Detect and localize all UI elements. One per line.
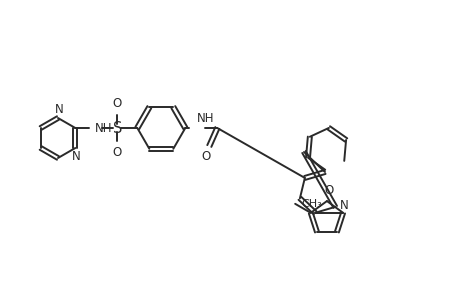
- Text: O: O: [324, 184, 333, 197]
- Text: S: S: [112, 121, 122, 136]
- Text: N: N: [340, 200, 348, 212]
- Text: O: O: [112, 97, 122, 110]
- Text: N: N: [72, 150, 80, 163]
- Text: CH₃: CH₃: [301, 199, 321, 209]
- Text: N: N: [55, 103, 63, 116]
- Text: NH: NH: [197, 112, 214, 125]
- Text: O: O: [112, 146, 122, 159]
- Text: NH: NH: [95, 122, 112, 134]
- Text: O: O: [201, 150, 211, 163]
